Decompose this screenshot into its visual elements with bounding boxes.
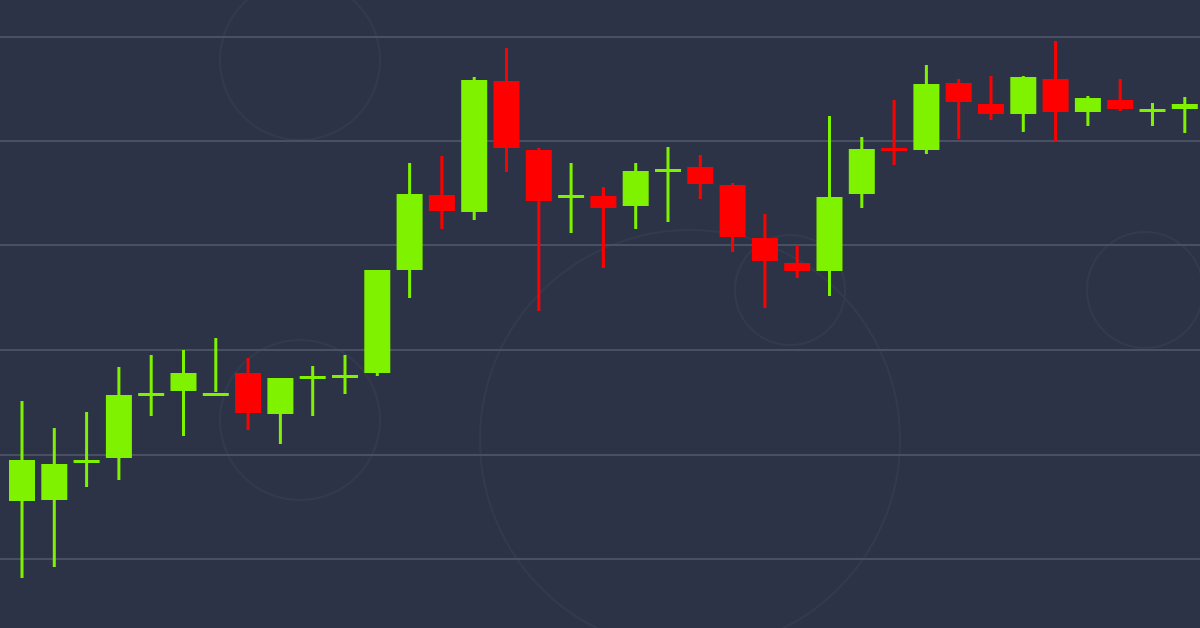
candle-body [816, 197, 843, 271]
candle-body [881, 148, 908, 151]
candle-up [655, 147, 681, 222]
candle-body [558, 195, 585, 198]
candle-down [881, 100, 908, 165]
candle-up [299, 366, 326, 416]
candle-up [1010, 76, 1037, 132]
candle-up [461, 77, 488, 220]
candle-body [913, 84, 940, 150]
candle-up [396, 163, 423, 298]
candle-body [138, 393, 165, 396]
candle-up [1074, 96, 1101, 126]
candle-down [784, 245, 811, 278]
candle-body [299, 376, 326, 379]
candle-body [1139, 109, 1166, 112]
candle-down [687, 155, 714, 199]
candle-down [1042, 41, 1069, 142]
candle-body [751, 238, 778, 261]
candle-body [170, 373, 197, 391]
candle-body [267, 378, 294, 414]
grid-lines [0, 36, 1200, 560]
candle-up [73, 412, 100, 487]
candle-up [816, 116, 843, 296]
candle-up [105, 367, 132, 480]
candle-up [558, 163, 585, 233]
candle-body [202, 393, 229, 396]
candle-up [267, 378, 294, 444]
candle-body [848, 149, 875, 194]
candle-down [590, 187, 617, 268]
candle-body [105, 395, 132, 458]
candle-body [1107, 100, 1134, 109]
candle-down [525, 148, 552, 311]
candle-body [461, 80, 488, 212]
candle-up [9, 401, 35, 578]
candle-up [622, 163, 649, 229]
candle-up [848, 137, 875, 208]
candle-body [1074, 98, 1101, 112]
candle-up [1171, 97, 1198, 133]
deco-circle [1086, 231, 1200, 349]
deco-circle [734, 234, 846, 346]
candle-body [73, 460, 100, 463]
candle-up [170, 350, 197, 436]
candle-body [978, 104, 1004, 114]
candle-body [784, 263, 811, 271]
candle-down [945, 79, 972, 139]
candle-body [687, 167, 714, 184]
candle-down [978, 76, 1004, 120]
candle-body [1010, 77, 1037, 114]
candle-up [41, 428, 68, 567]
candle-down [428, 156, 455, 229]
candle-up [1139, 103, 1166, 126]
candle-body [428, 195, 455, 211]
candle-body [525, 150, 552, 201]
candle-body [41, 464, 68, 500]
candle-body [719, 185, 746, 237]
candle-body [9, 460, 35, 501]
candle-body [1171, 104, 1198, 109]
deco-circle [479, 229, 901, 628]
candles [9, 41, 1198, 578]
candle-body [622, 171, 649, 206]
candle-body [396, 194, 423, 270]
candle-up [332, 355, 358, 394]
candle-body [655, 169, 681, 172]
candle-body [364, 270, 391, 373]
candle-body [590, 196, 617, 208]
candle-body [945, 83, 972, 102]
candle-up [138, 355, 165, 416]
candle-body [1042, 79, 1069, 112]
candle-down [235, 358, 262, 430]
candle-down [1107, 79, 1134, 111]
candle-down [751, 214, 778, 308]
candle-down [493, 48, 520, 172]
candle-down [719, 183, 746, 252]
candle-up [202, 338, 229, 396]
candle-body [235, 373, 262, 413]
candle-body [332, 375, 358, 378]
candle-up [913, 65, 940, 154]
candle-body [493, 81, 520, 148]
candle-up [364, 270, 391, 376]
deco-circle [219, 339, 381, 501]
